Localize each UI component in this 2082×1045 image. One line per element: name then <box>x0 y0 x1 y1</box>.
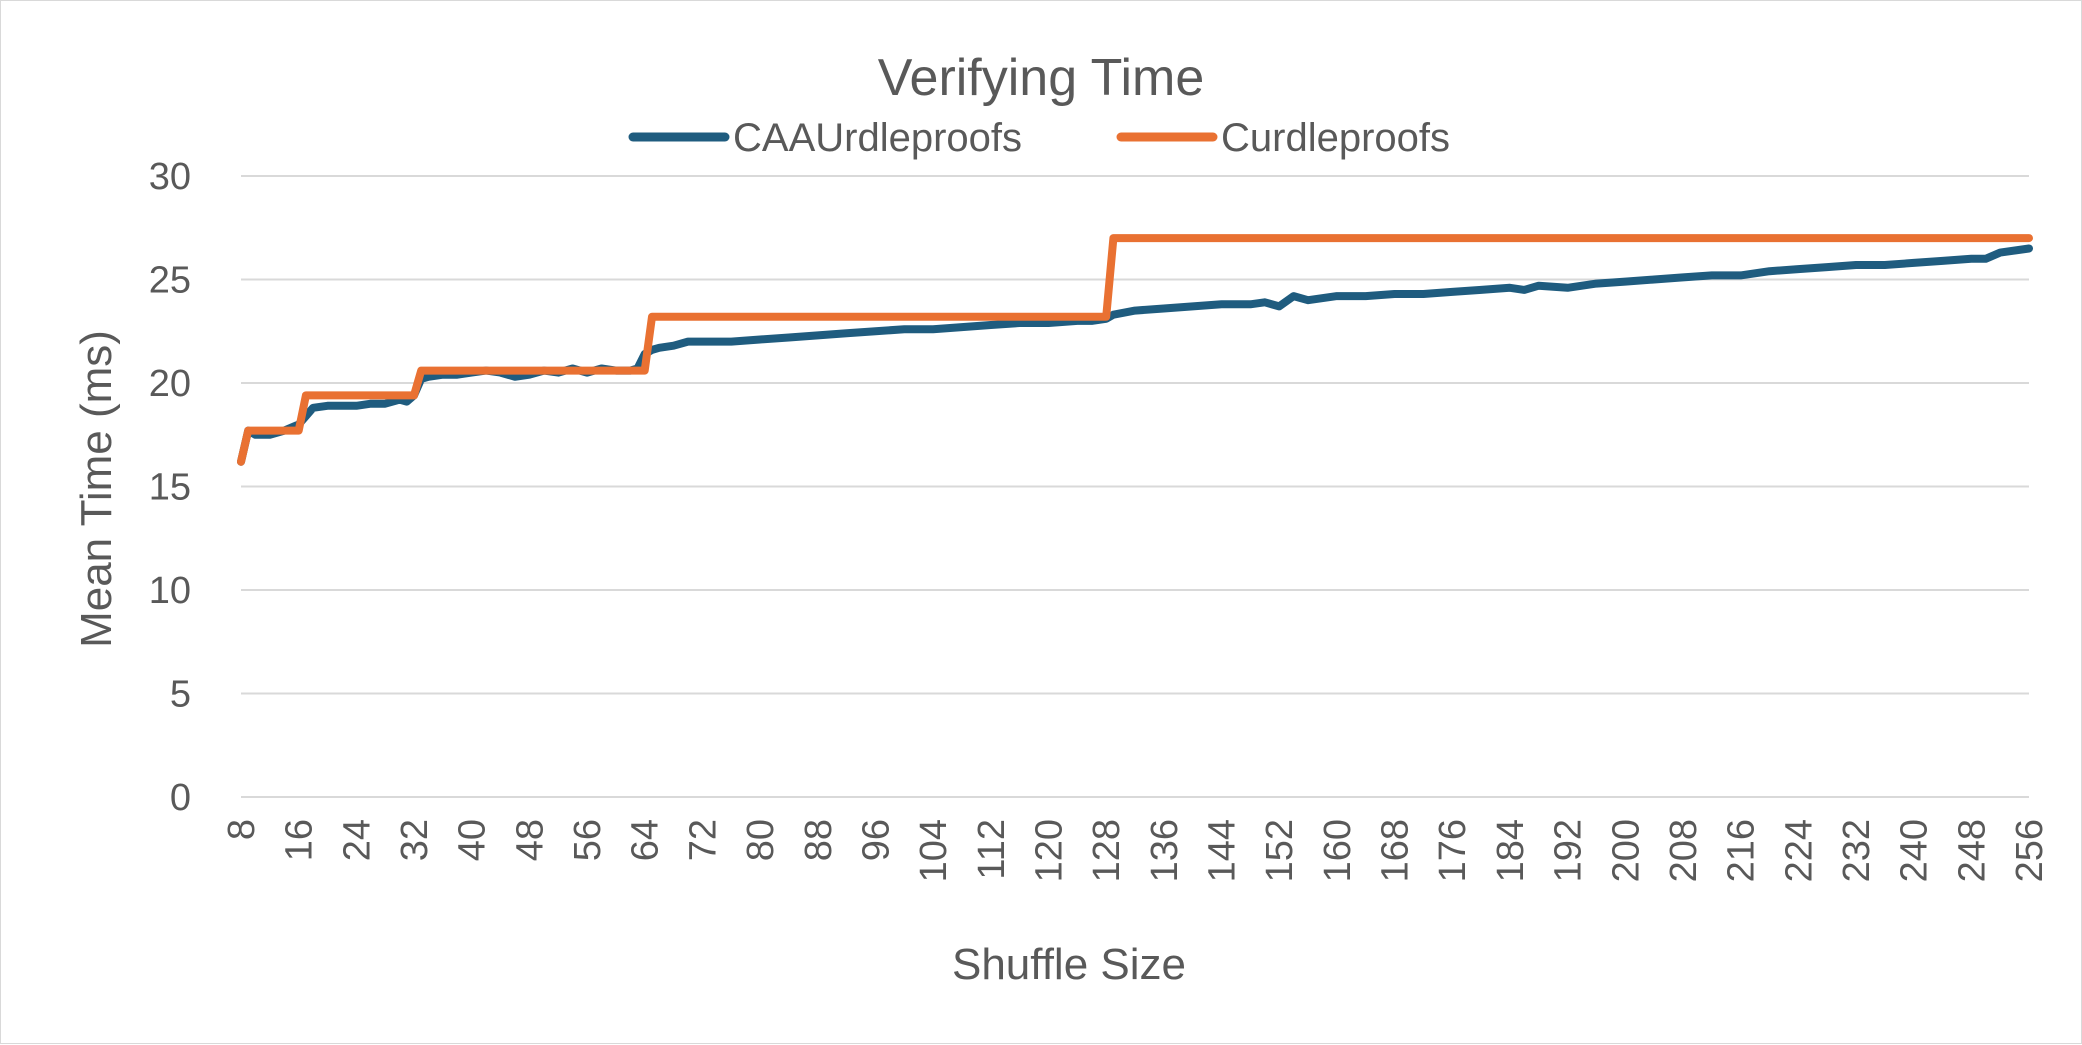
x-axis-ticks: 8 16 24 32 40 48 56 64 72 80 88 96 104 112 120 128 136 14… <box>221 819 2051 882</box>
x-tick-label: 56 <box>567 819 609 861</box>
legend: CAAUrdleproofs Curdleproofs <box>628 116 1450 160</box>
y-tick-label: 25 <box>149 260 191 302</box>
x-tick-label: 208 <box>1663 819 1705 882</box>
y-axis-title: Mean Time (ms) <box>72 330 121 648</box>
x-tick-label: 216 <box>1721 819 1763 882</box>
x-tick-label: 120 <box>1028 819 1070 882</box>
x-tick-label: 128 <box>1086 819 1128 882</box>
x-tick-label: 248 <box>1951 819 1993 882</box>
x-tick-label: 224 <box>1778 819 1820 882</box>
x-tick-label: 168 <box>1375 819 1417 882</box>
y-tick-label: 15 <box>149 467 191 509</box>
x-tick-label: 32 <box>394 819 436 861</box>
x-tick-label: 136 <box>1144 819 1186 882</box>
x-tick-label: 24 <box>336 819 378 861</box>
x-tick-label: 48 <box>509 819 551 861</box>
x-tick-label: 80 <box>740 819 782 861</box>
x-axis-title: Shuffle Size <box>952 940 1186 989</box>
legend-label: Curdleproofs <box>1221 116 1450 160</box>
x-tick-label: 16 <box>279 819 321 861</box>
x-tick-label: 64 <box>625 819 667 861</box>
y-axis-ticks: 0 5 10 15 20 25 30 <box>149 156 191 819</box>
x-tick-label: 40 <box>452 819 494 861</box>
y-tick-label: 0 <box>170 777 191 819</box>
x-tick-label: 88 <box>798 819 840 861</box>
x-tick-label: 112 <box>971 819 1013 880</box>
y-tick-label: 30 <box>149 156 191 198</box>
chart-title: Verifying Time <box>878 49 1205 107</box>
y-tick-label: 5 <box>170 674 191 716</box>
x-tick-label: 160 <box>1317 819 1359 882</box>
x-tick-label: 8 <box>221 819 263 840</box>
x-tick-label: 144 <box>1202 819 1244 882</box>
x-tick-label: 96 <box>855 819 897 861</box>
x-tick-label: 72 <box>682 819 724 861</box>
series-line-curdleproofs <box>237 234 2033 466</box>
x-tick-label: 256 <box>2009 819 2051 882</box>
x-tick-label: 104 <box>913 819 955 882</box>
gridlines <box>241 175 2029 798</box>
x-tick-label: 176 <box>1432 819 1474 882</box>
legend-label: CAAUrdleproofs <box>733 116 1022 160</box>
x-tick-label: 192 <box>1548 819 1590 882</box>
x-tick-label: 152 <box>1259 819 1301 882</box>
x-tick-label: 184 <box>1490 819 1532 882</box>
x-tick-label: 232 <box>1836 819 1878 882</box>
x-tick-label: 240 <box>1894 819 1936 882</box>
y-tick-label: 10 <box>149 570 191 612</box>
y-tick-label: 20 <box>149 363 191 405</box>
x-tick-label: 200 <box>1605 819 1647 882</box>
series-lines <box>237 234 2033 466</box>
